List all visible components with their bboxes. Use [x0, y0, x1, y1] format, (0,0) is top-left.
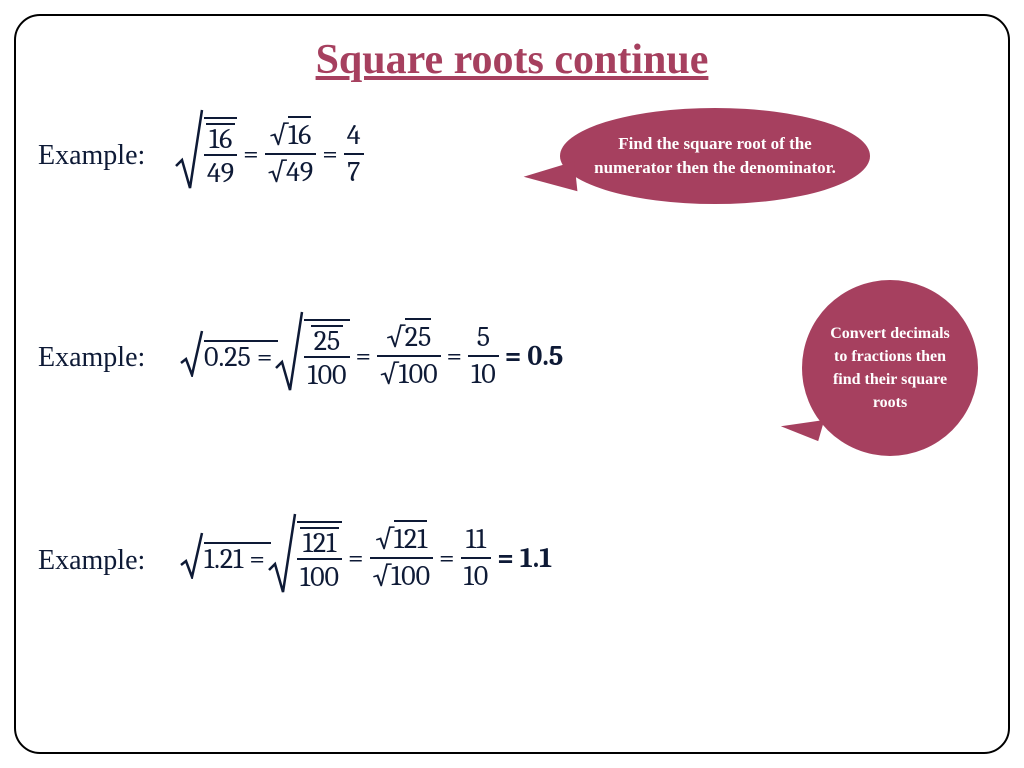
result: = 0.5: [505, 340, 564, 372]
result: = 1.1: [497, 542, 552, 574]
sqrt-icon: [267, 512, 297, 603]
num: √16: [267, 119, 315, 151]
sqrt-icon: [274, 310, 304, 401]
radicand: 1.21 =: [204, 542, 271, 573]
example-label-2: Example:: [38, 342, 145, 374]
equals: =: [356, 340, 372, 372]
num: 25: [311, 325, 344, 355]
equals: =: [243, 138, 259, 170]
example-label-3: Example:: [38, 545, 145, 577]
equation-3: 1.21 = 121 100 = √121 √100 = 11 10 = 1.1: [180, 512, 558, 603]
num: 5: [474, 321, 493, 353]
equation-2: 0.25 = 25 100 = √25 √100 = 5 10 = 0.5: [180, 310, 569, 401]
sqrt-icon: [180, 327, 204, 384]
den: 100: [297, 561, 342, 593]
num: 4: [344, 119, 364, 151]
den: 100: [304, 359, 349, 391]
den: √100: [370, 560, 434, 592]
den: √49: [265, 156, 317, 188]
den: 10: [468, 358, 499, 390]
den: √100: [377, 358, 441, 390]
radicand: 0.25 =: [204, 340, 278, 371]
equals: =: [348, 542, 364, 574]
num: √25: [383, 321, 434, 353]
sqrt-icon: [174, 108, 204, 199]
num: 16: [206, 123, 235, 153]
equals: =: [447, 340, 463, 372]
num: 121: [300, 527, 340, 557]
callout-convert-decimals: Convert decimals to fractions then find …: [802, 280, 978, 456]
den: 10: [461, 560, 492, 592]
callout-numerator-denominator: Find the square root of the numerator th…: [560, 108, 870, 204]
den: 49: [204, 157, 237, 189]
sqrt-icon: [180, 529, 204, 586]
den: 7: [344, 156, 363, 188]
slide-title: Square roots continue: [0, 36, 1024, 84]
num: √121: [372, 523, 430, 555]
equals: =: [439, 542, 455, 574]
equals: =: [322, 138, 338, 170]
num: 11: [463, 523, 489, 555]
equation-1: 16 49 = √16 √49 = 4 7: [174, 108, 364, 199]
example-label-1: Example:: [38, 140, 145, 172]
